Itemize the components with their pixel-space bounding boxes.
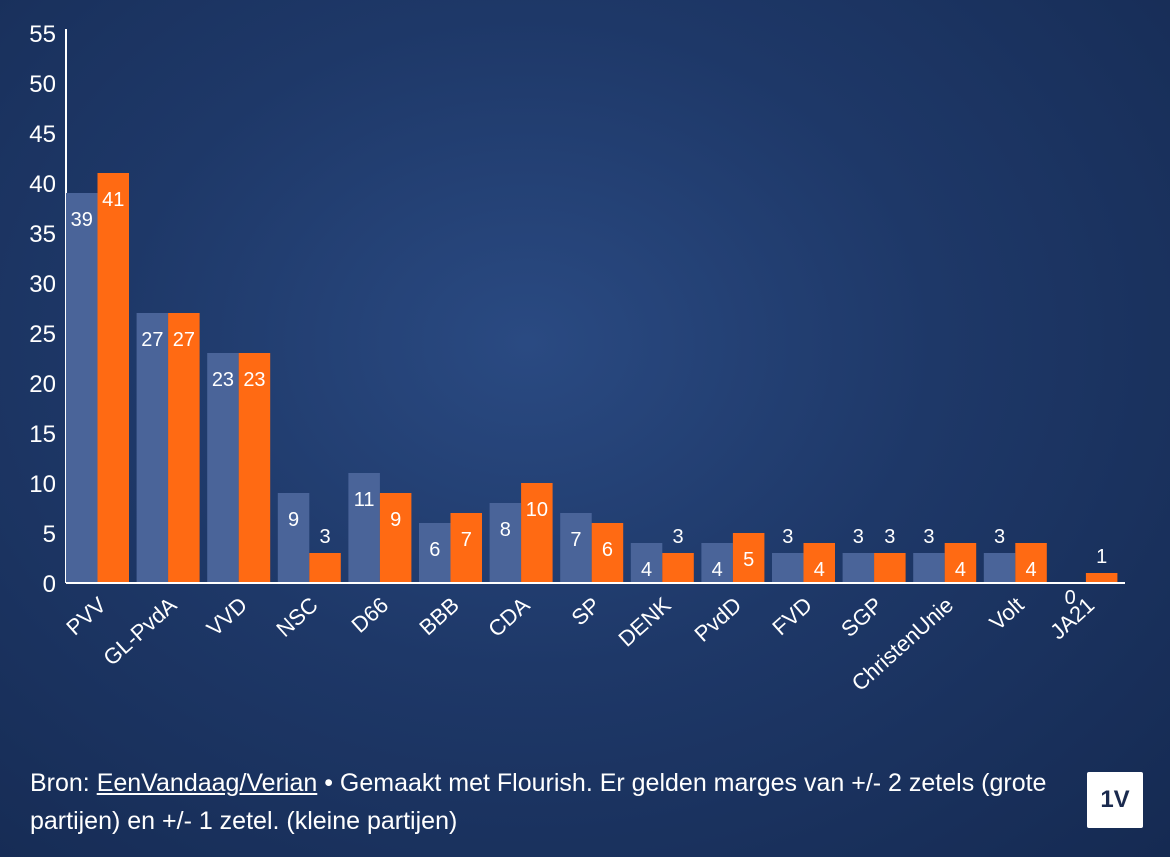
- bar: [309, 553, 341, 583]
- data-label: 1: [1096, 546, 1107, 568]
- y-tick-label: 10: [29, 471, 56, 498]
- data-label: 8: [500, 519, 511, 541]
- bar: [1085, 573, 1118, 583]
- data-label: 4: [1025, 559, 1036, 581]
- x-tick-label: PVV: [61, 592, 111, 640]
- data-label: 0: [1065, 587, 1076, 609]
- data-label: 23: [243, 369, 265, 391]
- y-tick-label: 55: [29, 21, 56, 48]
- bar: [66, 193, 98, 583]
- y-tick-label: 15: [29, 421, 56, 448]
- x-tick-label: SGP: [836, 592, 887, 642]
- bar: [701, 543, 733, 583]
- bar: [277, 493, 310, 583]
- data-label: 6: [602, 539, 613, 561]
- data-label: 7: [461, 529, 472, 551]
- x-tick-label: Volt: [985, 592, 1029, 635]
- bar: [560, 513, 592, 583]
- bar: [97, 173, 129, 583]
- bar: [630, 543, 663, 583]
- y-axis: 0 5 10 15 20 25 30 35 40 45 50 55: [29, 21, 67, 598]
- x-tick-label: DENK: [613, 592, 675, 652]
- bar: [207, 353, 239, 583]
- data-label: 39: [71, 209, 93, 231]
- bar: [983, 553, 1016, 583]
- data-label: 7: [570, 529, 581, 551]
- source-link[interactable]: EenVandaag/Verian: [96, 769, 318, 797]
- bar: [591, 523, 624, 583]
- data-label: 4: [641, 559, 652, 581]
- x-tick-label: NSC: [271, 592, 322, 642]
- data-label: 6: [429, 539, 440, 561]
- data-label: 3: [853, 526, 864, 548]
- bar: [136, 313, 169, 583]
- y-tick-label: 40: [29, 171, 56, 198]
- y-tick-label: 25: [29, 321, 56, 348]
- data-label: 41: [102, 189, 124, 211]
- data-label: 4: [955, 559, 966, 581]
- data-label: 9: [288, 509, 299, 531]
- bar: [348, 473, 380, 583]
- data-label: 27: [173, 329, 195, 351]
- y-tick-label: 5: [43, 521, 56, 548]
- data-label: 3: [672, 526, 683, 548]
- x-tick-label: FVD: [767, 592, 816, 640]
- data-label: 5: [743, 549, 754, 571]
- y-tick-label: 45: [29, 121, 56, 148]
- x-tick-label: D66: [347, 592, 394, 638]
- data-label: 23: [212, 369, 234, 391]
- x-tick-label: SP: [566, 592, 605, 630]
- data-label: 3: [923, 526, 934, 548]
- y-tick-label: 30: [29, 271, 56, 298]
- bar: [772, 553, 804, 583]
- data-label: 9: [390, 509, 401, 531]
- eenvandaag-logo: 1V: [1087, 772, 1143, 828]
- data-label: 3: [782, 526, 793, 548]
- bar: [732, 533, 765, 583]
- bar: [238, 353, 271, 583]
- bar: [489, 503, 522, 583]
- y-tick-label: 50: [29, 71, 56, 98]
- bar: [842, 553, 875, 583]
- source-note: Bron: EenVandaag/Verian • Gemaakt met Fl…: [30, 764, 1050, 840]
- bar: [419, 523, 451, 583]
- bar: [944, 543, 977, 583]
- x-tick-label: GL-PvdA: [98, 592, 181, 671]
- x-tick-label: PvdD: [690, 592, 747, 647]
- y-tick-label: 0: [43, 571, 56, 598]
- data-label: 4: [712, 559, 723, 581]
- source-text: • Gemaakt met Flourish. Er gelden marges…: [30, 769, 1047, 835]
- bar: [379, 493, 412, 583]
- bar: [662, 553, 694, 583]
- y-tick-label: 35: [29, 221, 56, 248]
- data-label: 11: [354, 489, 375, 511]
- x-tick-label: BBB: [414, 592, 463, 640]
- bar: [1015, 543, 1047, 583]
- bar: [874, 553, 906, 583]
- x-tick-label: CDA: [483, 592, 534, 642]
- bar: [803, 543, 835, 583]
- bar: [913, 553, 945, 583]
- data-label: 4: [814, 559, 825, 581]
- data-label: 3: [994, 526, 1005, 548]
- bar: [450, 513, 482, 583]
- y-tick-label: 20: [29, 371, 56, 398]
- bar: [521, 483, 553, 583]
- bar: [168, 313, 200, 583]
- data-label: 3: [319, 526, 330, 548]
- x-tick-label: VVD: [202, 592, 252, 641]
- data-label: 10: [526, 499, 548, 521]
- data-label: 27: [141, 329, 163, 351]
- source-prefix: Bron:: [30, 769, 97, 797]
- data-label: 3: [884, 526, 895, 548]
